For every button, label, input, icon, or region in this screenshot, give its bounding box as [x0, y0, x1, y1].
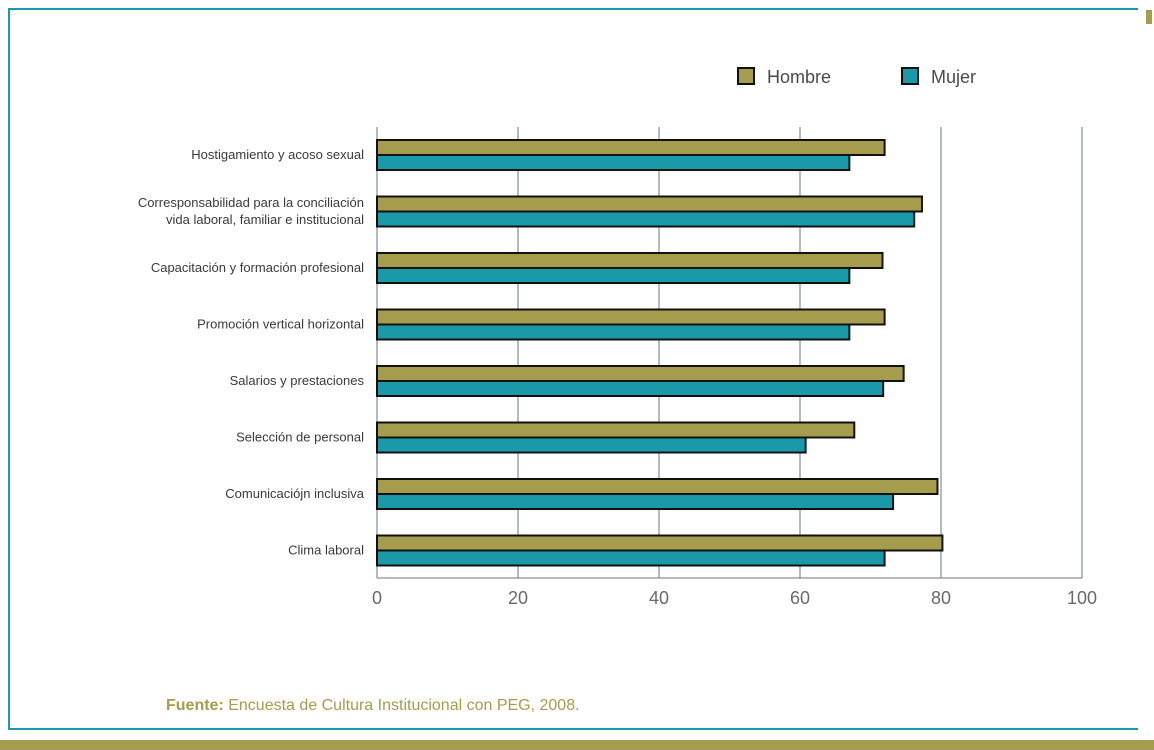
bar-hombre [376, 252, 884, 269]
x-tick-label: 100 [1067, 588, 1097, 608]
bar-mujer [376, 154, 851, 171]
legend: Hombre Mujer [737, 67, 976, 87]
x-tick-label: 80 [931, 588, 951, 608]
source-label: Fuente: [166, 697, 224, 714]
bar-hombre [376, 139, 886, 156]
grid-layer [376, 127, 1083, 579]
category-label: Promoción vertical horizontal [197, 317, 364, 332]
source-text: Encuesta de Cultura Institucional con PE… [223, 697, 580, 714]
x-axis-ticks: 0 20 40 60 80 100 [372, 588, 1097, 608]
bottom-band [0, 740, 1154, 750]
x-tick-label: 40 [649, 588, 669, 608]
legend-label-hombre: Hombre [767, 67, 831, 87]
bar-hombre [376, 534, 944, 552]
category-label: Comunicacióјn inclusiva [225, 486, 364, 501]
category-label: Corresponsabilidad para la conciliación v… [138, 195, 364, 227]
bar-mujer [376, 493, 895, 510]
bar-mujer [376, 436, 807, 454]
x-tick-label: 20 [508, 588, 528, 608]
corner-accent [1146, 10, 1152, 24]
bar-hombre [376, 365, 905, 382]
legend-swatch-hombre [737, 67, 755, 85]
bar-mujer [376, 323, 851, 341]
bar-hombre [376, 308, 886, 326]
bar-mujer [376, 210, 916, 228]
category-label: Capacitación y formación profesional [151, 260, 364, 275]
x-tick-label: 0 [372, 588, 382, 608]
bar-hombre [376, 195, 923, 213]
x-tick-label: 60 [790, 588, 810, 608]
category-label: Salarios y prestaciones [230, 373, 365, 388]
source-note: Fuente: Encuesta de Cultura Instituciona… [166, 697, 580, 715]
bars-layer [376, 139, 944, 567]
category-label: Hostigamiento y acoso sexual [191, 147, 364, 162]
bar-hombre [376, 421, 856, 439]
bar-mujer [376, 549, 886, 567]
bar-mujer [376, 380, 885, 397]
legend-swatch-mujer [901, 67, 919, 85]
legend-label-mujer: Mujer [931, 67, 976, 87]
bar-mujer [376, 267, 851, 284]
bar-hombre [376, 478, 939, 495]
chart-frame [8, 8, 1138, 730]
category-label: Clima laboral [288, 543, 364, 558]
category-labels: Hostigamiento y acoso sexual Corresponsab… [138, 147, 365, 558]
category-label: Selección de personal [236, 430, 364, 445]
